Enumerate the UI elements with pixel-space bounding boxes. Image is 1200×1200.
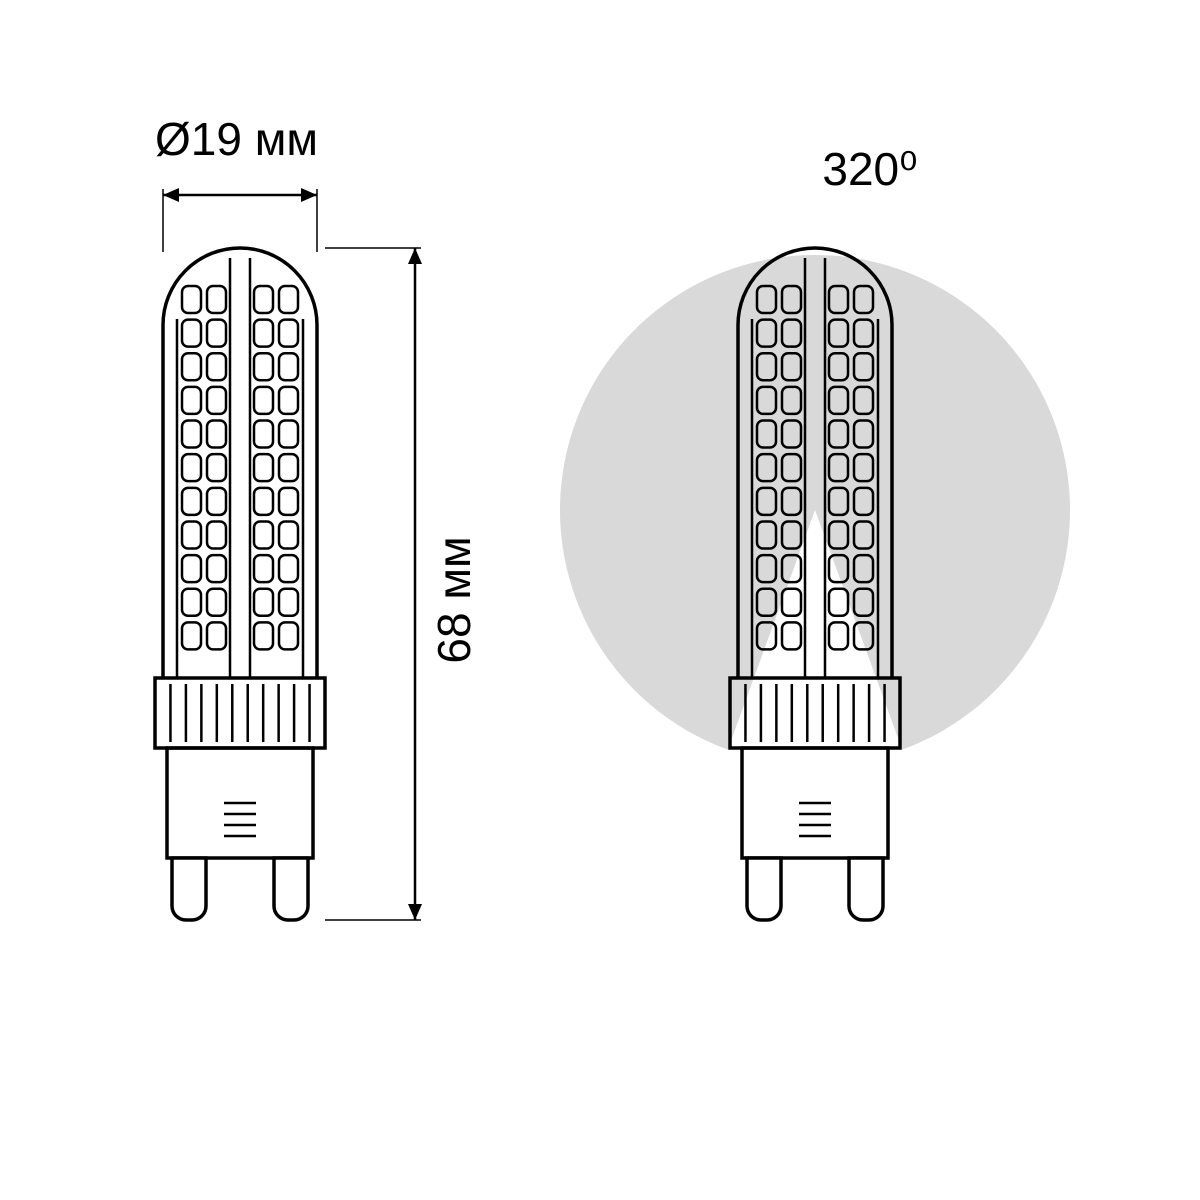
beam-angle-label: 320⁰: [822, 143, 917, 195]
technical-diagram: Ø19 мм 68 мм 320⁰: [0, 0, 1200, 1200]
dimension-height: [325, 248, 422, 920]
beam-angle-indicator: [560, 255, 1070, 750]
bulb-left-view: [155, 248, 325, 920]
dimension-diameter: [163, 188, 317, 252]
diameter-label: Ø19 мм: [155, 113, 318, 165]
height-label: 68 мм: [428, 536, 480, 663]
